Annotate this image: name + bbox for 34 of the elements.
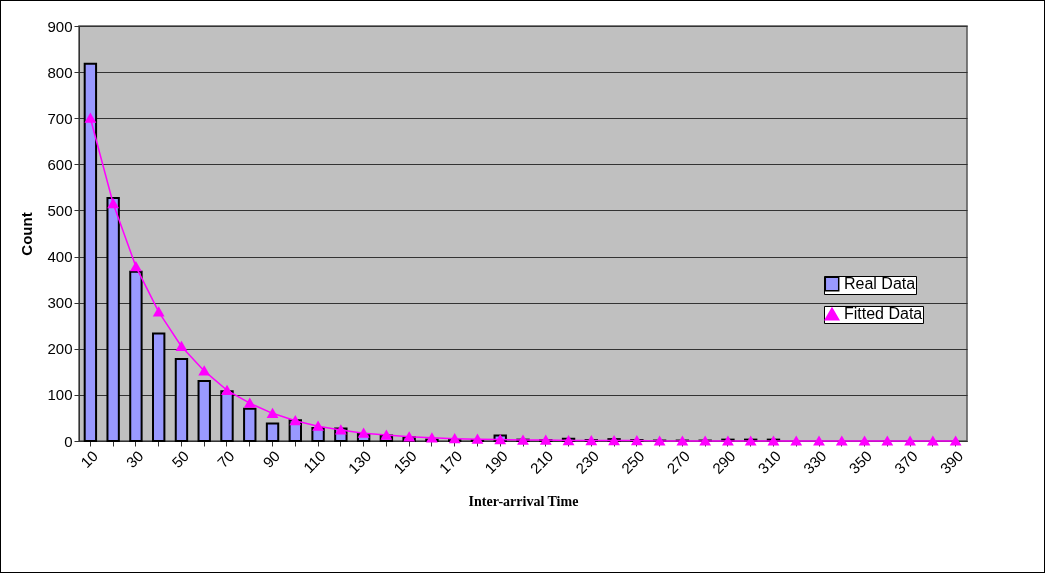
x-tick-label: 170 <box>435 447 466 477</box>
x-tick-label: 210 <box>526 447 557 477</box>
x-tick-label: 310 <box>754 447 785 477</box>
x-axis-title: Inter-arrival Time <box>468 493 579 509</box>
x-tick-label: 390 <box>936 447 967 477</box>
y-tick-label: 600 <box>47 155 73 173</box>
y-tick-label: 200 <box>47 340 73 358</box>
x-tick-label: 30 <box>122 447 147 471</box>
x-tick-label: 250 <box>617 447 648 477</box>
legend-label: Fitted Data <box>844 305 923 322</box>
y-tick-label: 0 <box>64 432 73 450</box>
x-tick-label: 110 <box>299 447 329 477</box>
x-tick-label: 370 <box>890 447 921 477</box>
x-tick-label: 190 <box>481 447 511 477</box>
x-tick-label: 70 <box>213 447 238 471</box>
y-tick-label: 500 <box>47 201 73 219</box>
x-tick-label: 270 <box>663 447 693 477</box>
y-axis-title: Count <box>18 212 36 256</box>
y-tick-label: 700 <box>47 109 73 127</box>
x-tick-label: 290 <box>708 447 739 477</box>
y-tick-label: 800 <box>47 63 73 81</box>
x-tick-label: 230 <box>572 447 602 477</box>
y-tick-label: 100 <box>47 386 73 404</box>
y-tick-label: 400 <box>47 248 73 266</box>
x-tick-label: 50 <box>168 447 193 471</box>
x-tick-label: 130 <box>344 447 375 477</box>
x-tick-label: 150 <box>390 447 420 477</box>
x-tick-label: 90 <box>259 447 284 471</box>
x-tick-label: 350 <box>845 447 876 477</box>
x-tick-label: 330 <box>799 447 830 477</box>
y-tick-label: 300 <box>47 294 73 312</box>
y-tick-label: 900 <box>47 17 73 35</box>
legend-label: Real Data <box>844 275 916 292</box>
x-tick-label: 10 <box>77 447 101 471</box>
